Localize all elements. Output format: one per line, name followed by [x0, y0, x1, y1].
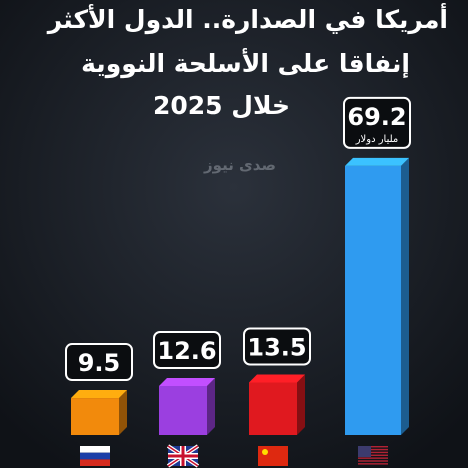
bar — [159, 386, 207, 435]
flag — [358, 451, 388, 454]
flag — [358, 448, 388, 451]
flag — [262, 449, 268, 455]
bar-side — [401, 157, 409, 435]
label-box — [343, 96, 411, 149]
watermark: صدى نيوز — [203, 156, 276, 174]
label-box — [243, 327, 311, 366]
flag-icon — [358, 446, 388, 465]
flag-icon — [80, 446, 110, 466]
value-label: 12.6 — [157, 337, 216, 365]
bar-top — [159, 378, 215, 386]
flag — [80, 452, 110, 460]
bar-top — [345, 157, 409, 166]
flag — [358, 446, 371, 457]
flag — [358, 457, 388, 459]
flag — [358, 446, 388, 448]
unit-label: مليار دولار — [355, 134, 399, 145]
flag — [168, 454, 198, 458]
bar — [71, 398, 119, 435]
bar — [345, 165, 401, 435]
value-label: 69.2 — [347, 103, 406, 131]
flag — [358, 463, 388, 465]
title-line: أمريكا في الصدارة.. الدول الأكثر — [46, 3, 448, 35]
bar — [249, 382, 297, 435]
bar-top — [249, 374, 305, 383]
flag — [258, 446, 288, 466]
label-box — [153, 331, 221, 369]
bar-side — [297, 374, 305, 435]
bar-top — [71, 390, 127, 399]
title-line: إنفاقا على الأسلحة النووية — [81, 48, 410, 79]
bar-side — [119, 390, 127, 435]
title-line: خلال 2025 — [153, 91, 290, 120]
label-box — [65, 343, 133, 382]
flag-icon — [166, 444, 200, 468]
value-label: 13.5 — [247, 334, 306, 362]
flag — [358, 454, 388, 456]
value-label: 9.5 — [78, 349, 121, 377]
flag-icon — [258, 446, 288, 466]
flag — [80, 446, 110, 453]
flag — [358, 460, 388, 462]
bar-side — [207, 378, 215, 435]
flag — [80, 459, 110, 466]
